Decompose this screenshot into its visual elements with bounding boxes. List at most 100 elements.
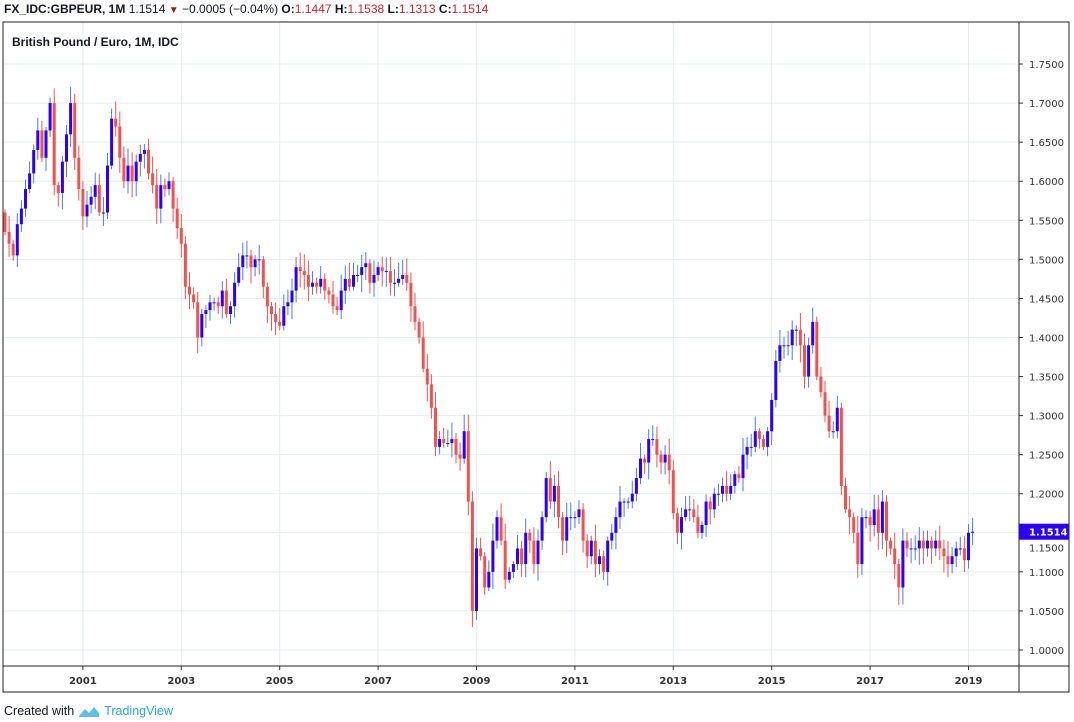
candle (528, 528, 532, 553)
candle-body (229, 306, 232, 315)
candle (65, 125, 68, 178)
candle (561, 512, 565, 555)
candle-body (696, 517, 700, 533)
candle-body (626, 501, 630, 503)
candle (557, 471, 560, 529)
open-label: O: (281, 2, 295, 16)
candle-body (807, 345, 811, 377)
candle-body (844, 485, 847, 510)
candle (233, 272, 237, 318)
candle (44, 126, 48, 172)
y-tick-label: 1.4000 (1029, 333, 1064, 344)
candle (552, 474, 556, 518)
candle-body (331, 294, 335, 307)
candle (614, 507, 618, 550)
x-tick-label: 2019 (955, 676, 983, 687)
grid (3, 22, 1019, 666)
candle-body (934, 540, 938, 549)
candle (807, 337, 811, 388)
candle (692, 499, 696, 523)
candle-body (704, 501, 708, 525)
candle-body (196, 302, 200, 338)
candle-body (954, 548, 958, 557)
candle-body (770, 399, 774, 432)
candle (106, 153, 109, 220)
candle (790, 320, 794, 360)
candle-body (315, 282, 319, 287)
candle (479, 537, 483, 561)
candle (438, 431, 442, 455)
candle (151, 156, 155, 194)
candle (409, 272, 413, 322)
candle (11, 239, 15, 261)
candle-body (876, 509, 880, 533)
candle (745, 437, 749, 470)
candle-body (257, 259, 261, 261)
candle (827, 400, 831, 438)
candle (520, 541, 524, 577)
y-tick-label: 1.1000 (1029, 568, 1064, 579)
candle (971, 517, 975, 545)
candle-body (483, 556, 487, 588)
candle-body (335, 306, 339, 311)
y-tick-label: 1.2500 (1029, 451, 1064, 462)
candle (286, 289, 290, 316)
y-tick-label: 1.7500 (1029, 60, 1064, 71)
candle-body (926, 540, 929, 549)
y-tick-label: 1.4500 (1029, 294, 1064, 305)
candle-body (298, 267, 302, 272)
candle (114, 101, 118, 137)
candle (938, 525, 942, 560)
candle (794, 325, 798, 346)
candle-body (614, 517, 618, 533)
candle (97, 173, 101, 217)
candle-body (60, 161, 64, 193)
candle (815, 316, 819, 381)
candle-body (339, 290, 343, 311)
candle (913, 535, 917, 560)
candle (372, 260, 376, 297)
candle (24, 179, 27, 217)
candle (475, 537, 478, 620)
candle-body (520, 548, 524, 565)
candle-body (204, 310, 208, 315)
candle-body (188, 286, 191, 295)
candle (405, 258, 409, 291)
candle-body (524, 532, 528, 565)
candle-body (134, 161, 138, 182)
candle (659, 450, 663, 475)
candle (753, 416, 757, 453)
candle (282, 294, 286, 331)
candle-body (106, 165, 109, 213)
candle (229, 301, 232, 324)
candle (618, 485, 622, 529)
candle (274, 302, 278, 336)
candle-body (192, 294, 196, 303)
candle (257, 244, 261, 275)
candle-body (573, 517, 577, 519)
candle-body (565, 517, 569, 541)
candle-body (544, 478, 548, 518)
candle-body (15, 224, 19, 256)
y-tick-label: 1.1500 (1029, 544, 1064, 555)
candle-body (897, 564, 901, 588)
candle-body (762, 439, 765, 447)
candle-body (942, 548, 946, 557)
candle (413, 292, 417, 331)
candle-body (265, 286, 269, 307)
candle (663, 445, 667, 475)
candle-body (179, 228, 183, 244)
candle (655, 426, 659, 468)
candle-body (819, 376, 823, 393)
candle-body (454, 439, 458, 455)
candle (749, 433, 753, 457)
candle (294, 257, 298, 303)
close-label: C: (438, 2, 452, 16)
tradingview-link[interactable]: TradingView (104, 704, 173, 718)
candle-body (458, 454, 462, 459)
x-tick-label: 2013 (659, 676, 687, 687)
candle-body (151, 173, 155, 186)
candle-body (766, 431, 770, 447)
candle (237, 253, 241, 287)
